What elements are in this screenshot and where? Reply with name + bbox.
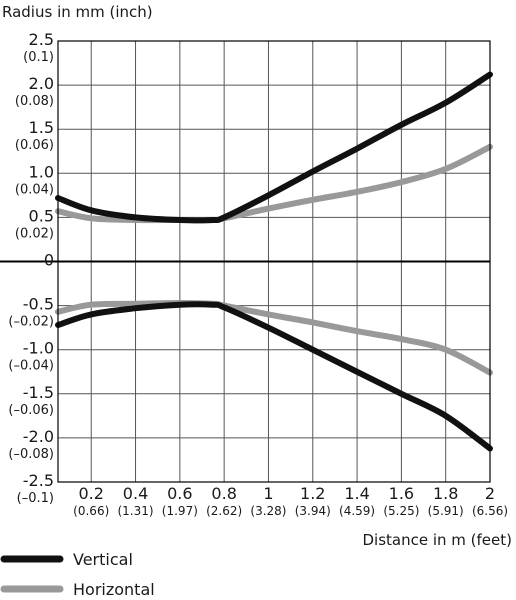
- series-horizontal-lower-line: [55, 300, 493, 376]
- y-tick-label: -1.0: [23, 339, 54, 358]
- x-tick-label: 1.6: [389, 484, 414, 503]
- x-tick-label: 2: [485, 484, 495, 503]
- y-tick-label: 0.5: [29, 206, 54, 225]
- legend-label-horizontal: Horizontal: [73, 580, 155, 599]
- y-tick-label: 1.5: [29, 118, 54, 137]
- x-tick-sublabel: (5.91): [428, 504, 464, 518]
- x-tick-sublabel: (5.25): [383, 504, 419, 518]
- y-tick-label: 1.0: [29, 162, 54, 181]
- x-tick-sublabel: (6.56): [472, 504, 508, 518]
- y-tick-sublabel: (–0.04): [8, 359, 54, 374]
- series-layer: [55, 71, 493, 452]
- series-horizontal-upper-line: [55, 143, 493, 224]
- y-tick-sublabel: (–0.1): [17, 491, 54, 506]
- x-tick-sublabel: (3.28): [250, 504, 286, 518]
- x-axis-title: Distance in m (feet): [362, 531, 512, 549]
- y-tick-label: -2.0: [23, 427, 54, 446]
- x-tick-label: 1.8: [433, 484, 458, 503]
- x-tick-sublabel: (1.31): [117, 504, 153, 518]
- series-vertical-lower-line: [55, 301, 493, 452]
- x-tick-label: 1: [263, 484, 273, 503]
- x-tick-label: 1.4: [344, 484, 369, 503]
- plot-frame: [57, 40, 491, 483]
- y-tick-sublabel: (0.06): [15, 138, 54, 153]
- y-tick-sublabel: (–0.08): [8, 447, 54, 462]
- x-tick-label: 0.8: [211, 484, 236, 503]
- x-tick-label: 0.6: [167, 484, 192, 503]
- x-tick-labels: 0.2(0.66)0.4(1.31)0.6(1.97)0.8(2.62)1(3.…: [73, 484, 508, 518]
- x-tick-sublabel: (1.97): [162, 504, 198, 518]
- y-tick-sublabel: (–0.06): [8, 403, 54, 418]
- y-axis-title: Radius in mm (inch): [2, 3, 153, 21]
- x-tick-sublabel: (0.66): [73, 504, 109, 518]
- legend-label-vertical: Vertical: [73, 550, 133, 569]
- y-tick-sublabel: (0.02): [15, 226, 54, 241]
- x-tick-label: 0.2: [79, 484, 104, 503]
- y-tick-label: 2.0: [29, 74, 54, 93]
- y-tick-sublabel: (0.1): [23, 50, 54, 65]
- legend: Vertical Horizontal: [0, 550, 155, 599]
- y-tick-sublabel: (0.04): [15, 182, 54, 197]
- y-tick-label: 0: [44, 251, 54, 270]
- x-tick-sublabel: (2.62): [206, 504, 242, 518]
- y-tick-label: -2.5: [23, 471, 54, 490]
- x-tick-label: 0.4: [123, 484, 148, 503]
- series-vertical-upper-line: [55, 71, 493, 224]
- x-tick-sublabel: (4.59): [339, 504, 375, 518]
- y-tick-label: 2.5: [29, 30, 54, 49]
- y-tick-sublabel: (–0.02): [8, 315, 54, 330]
- x-tick-label: 1.2: [300, 484, 325, 503]
- y-tick-labels: 2.5(0.1) 2.0(0.08) 1.5(0.06) 1.0(0.04) 0.5(0…: [8, 30, 54, 506]
- y-tick-label: -0.5: [23, 295, 54, 314]
- y-tick-sublabel: (0.08): [15, 94, 54, 109]
- x-tick-sublabel: (3.94): [295, 504, 331, 518]
- y-tick-label: -1.5: [23, 383, 54, 402]
